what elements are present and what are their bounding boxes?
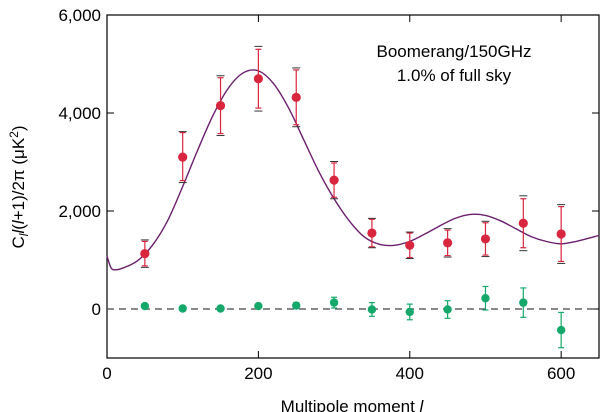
annotation-line-1: Boomerang/150GHz [377,42,532,61]
x-tick-label: 600 [547,364,575,383]
green-point [481,294,490,303]
green-point [329,298,339,307]
red-point [518,218,528,228]
plot-frame [106,14,600,359]
y-tick-label: 4,000 [58,104,101,123]
red-point [329,175,339,185]
y-tick-label: 2,000 [58,202,101,221]
red-point [443,238,453,248]
model-curve [106,69,600,271]
green-point [292,301,301,310]
red-point [367,228,377,238]
red-point [178,152,188,162]
model-curve-layer [106,69,600,271]
x-tick-label: 400 [396,364,424,383]
annotation-line-2: 1.0% of full sky [397,66,512,85]
x-tick-label: 0 [102,364,111,383]
green-point [216,304,225,313]
red-point [556,229,566,239]
green-series-layer [140,285,566,349]
y-tick-label: 6,000 [58,6,101,25]
green-point [140,301,150,311]
red-point [215,101,226,111]
red-point [291,92,301,102]
green-point [178,304,187,313]
x-axis-title: Multipole moment l [281,397,425,412]
red-point [140,249,150,259]
y-tick-label: 0 [92,300,101,319]
y-axis-title: Cll(l+1)/2π (μK2) [7,125,31,248]
green-point [556,325,566,335]
green-point [254,301,263,311]
red-point [253,74,263,84]
axes-layer: 0 200 400 600 0 2,000 4,000 6,000 [58,6,599,383]
x-tick-label: 200 [244,364,272,383]
green-point [367,305,377,314]
red-point [480,234,491,244]
green-point [519,298,528,307]
red-series-layer [140,45,566,268]
red-point [405,240,415,250]
green-point [443,305,452,314]
green-point [405,307,414,317]
